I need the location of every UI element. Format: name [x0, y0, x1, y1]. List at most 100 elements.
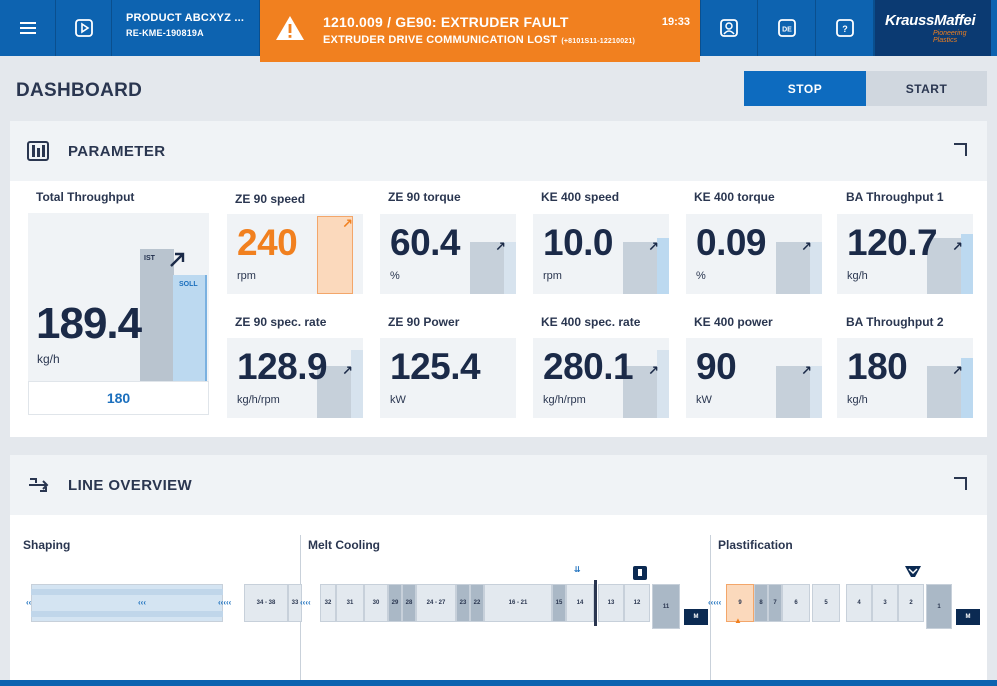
tile-label: ZE 90 speed	[235, 192, 306, 206]
barrel-segment[interactable]: 3	[872, 584, 898, 622]
alarm-time: 19:33	[661, 16, 690, 28]
param-tile-ze90-power[interactable]: 125.4 kW	[380, 338, 516, 418]
flow-arrows: ‹‹‹‹‹	[708, 598, 722, 607]
barrel-segment[interactable]: 24 - 27	[416, 584, 456, 622]
tile-label: KE 400 spec. rate	[541, 315, 641, 329]
die-rail	[31, 611, 223, 617]
barrel-flange	[594, 580, 597, 626]
param-tile-ba-throughput-1[interactable]: ↗ 120.7 kg/h	[837, 214, 973, 294]
barrel-segment[interactable]: 6	[782, 584, 810, 622]
alarm-title: 1210.009 / GE90: EXTRUDER FAULT	[323, 14, 569, 30]
tile-value: 60.4	[390, 222, 461, 263]
barrel-segment[interactable]: 4	[846, 584, 872, 622]
expand-parameter-icon[interactable]	[954, 143, 967, 156]
start-button[interactable]: START	[866, 71, 987, 106]
total-throughput-setpoint[interactable]: 180	[28, 381, 209, 415]
barrel-segment[interactable]: 32	[320, 584, 336, 622]
total-throughput-tile[interactable]: IST SOLL 189.4 kg/h 180	[28, 213, 209, 415]
trend-up-icon: ↗	[342, 216, 353, 231]
barrel-segment[interactable]: 33	[288, 584, 302, 622]
barrel-segment[interactable]: 29	[388, 584, 402, 622]
param-tile-ke400-spec-rate[interactable]: ↗ 280.1 kg/h/rpm	[533, 338, 669, 418]
line-overview-panel: LINE OVERVIEW Shaping Melt Cooling Plast…	[10, 455, 987, 686]
param-tile-ke400-speed[interactable]: ↗ 10.0 rpm	[533, 214, 669, 294]
line-overview-title: LINE OVERVIEW	[68, 476, 193, 494]
barrel-segment[interactable]: 30	[364, 584, 388, 622]
param-tile-ke400-power[interactable]: ↗ 90 kW	[686, 338, 822, 418]
tile-bar	[776, 242, 812, 294]
trend-up-icon	[170, 252, 185, 267]
barrel-segment-fault[interactable]: 9	[726, 584, 754, 622]
alarm-code: (+8101S11-12210021)	[561, 38, 636, 45]
operator-icon	[720, 19, 738, 37]
tile-bar	[657, 238, 669, 294]
page-title: DASHBOARD	[16, 80, 143, 101]
barrel-segment[interactable]: 15	[552, 584, 566, 622]
language-icon: DE	[777, 19, 796, 37]
barrel-segment[interactable]: 34 - 38	[244, 584, 288, 622]
barrel-segment[interactable]: 22	[470, 584, 484, 622]
barrel-segment[interactable]: 31	[336, 584, 364, 622]
soll-label: SOLL	[179, 281, 198, 288]
tile-value: 120.7	[847, 222, 938, 263]
tile-bar	[810, 242, 822, 294]
barrel-segment[interactable]: 2	[898, 584, 924, 622]
param-tile-ke400-torque[interactable]: ↗ 0.09 %	[686, 214, 822, 294]
stop-button[interactable]: STOP	[744, 71, 866, 106]
menu-icon	[19, 22, 36, 34]
operator-button[interactable]	[700, 0, 758, 56]
barrel-segment[interactable]: 12	[624, 584, 650, 622]
brand-logo: KraussMaffei Pioneering Plastics	[874, 0, 991, 56]
language-button[interactable]: DE	[758, 0, 816, 56]
trend-up-icon: ↗	[342, 363, 353, 378]
tile-unit: kW	[390, 394, 406, 406]
tile-value: 90	[696, 346, 737, 387]
product-name: PRODUCT ABCXYZ ...	[126, 12, 245, 24]
section-label-melt-cooling: Melt Cooling	[308, 538, 380, 552]
barrel-segment[interactable]: 5	[812, 584, 840, 622]
param-tile-ba-throughput-2[interactable]: ↗ 180 kg/h	[837, 338, 973, 418]
tile-unit: rpm	[543, 270, 562, 282]
expand-line-icon[interactable]	[954, 477, 967, 490]
cooling-icon: ⇊	[574, 565, 581, 574]
production-button[interactable]	[56, 0, 112, 56]
param-tile-ze90-speed[interactable]: ↗ 240 rpm	[227, 214, 363, 294]
motor[interactable]: M	[956, 609, 980, 625]
barrel-segment[interactable]: 14	[566, 584, 594, 622]
die-rail	[31, 589, 223, 595]
tile-bar	[623, 242, 659, 294]
barrel-segment[interactable]: 28	[402, 584, 416, 622]
total-throughput-label: Total Throughput	[36, 190, 135, 204]
product-info[interactable]: PRODUCT ABCXYZ ... RE-KME-190819A	[112, 0, 260, 56]
param-tile-ze90-spec-rate[interactable]: ↗ 128.9 kg/h/rpm	[227, 338, 363, 418]
tile-label: ZE 90 torque	[388, 190, 461, 204]
barrel-segment[interactable]: 11	[652, 584, 680, 629]
param-tile-ze90-torque[interactable]: ↗ 60.4 %	[380, 214, 516, 294]
tile-bar	[317, 216, 353, 294]
barrel-segment[interactable]: 16 - 21	[484, 584, 552, 622]
tile-bar	[810, 366, 822, 418]
barrel-segment[interactable]: 8	[754, 584, 768, 622]
flow-arrows: ‹‹‹	[138, 598, 146, 607]
warning-icon	[276, 16, 304, 40]
help-button[interactable]: ?	[816, 0, 874, 56]
barrel-segment[interactable]: 13	[598, 584, 624, 622]
trend-up-icon: ↗	[801, 363, 812, 378]
svg-text:?: ?	[842, 24, 848, 34]
soll-bar	[173, 275, 207, 381]
tile-label: BA Throughput 2	[846, 315, 944, 329]
tile-label: KE 400 speed	[541, 190, 620, 204]
tile-value: 125.4	[390, 346, 481, 387]
barrel-segment[interactable]: 1	[926, 584, 952, 629]
menu-button[interactable]	[0, 0, 56, 56]
tile-value: 280.1	[543, 346, 634, 387]
brand-tag: Pioneering Plastics	[933, 30, 967, 44]
barrel-segment[interactable]: 7	[768, 584, 782, 622]
barrel-segment[interactable]: 23	[456, 584, 470, 622]
svg-text:DE: DE	[782, 27, 792, 34]
topbar-actions: DE ? KraussMaffei Pioneering Plastics	[700, 0, 991, 56]
alarm-banner[interactable]: 1210.009 / GE90: EXTRUDER FAULT EXTRUDER…	[260, 0, 700, 62]
tile-bar	[623, 366, 659, 418]
motor[interactable]: M	[684, 609, 708, 625]
tile-unit: %	[696, 270, 706, 282]
